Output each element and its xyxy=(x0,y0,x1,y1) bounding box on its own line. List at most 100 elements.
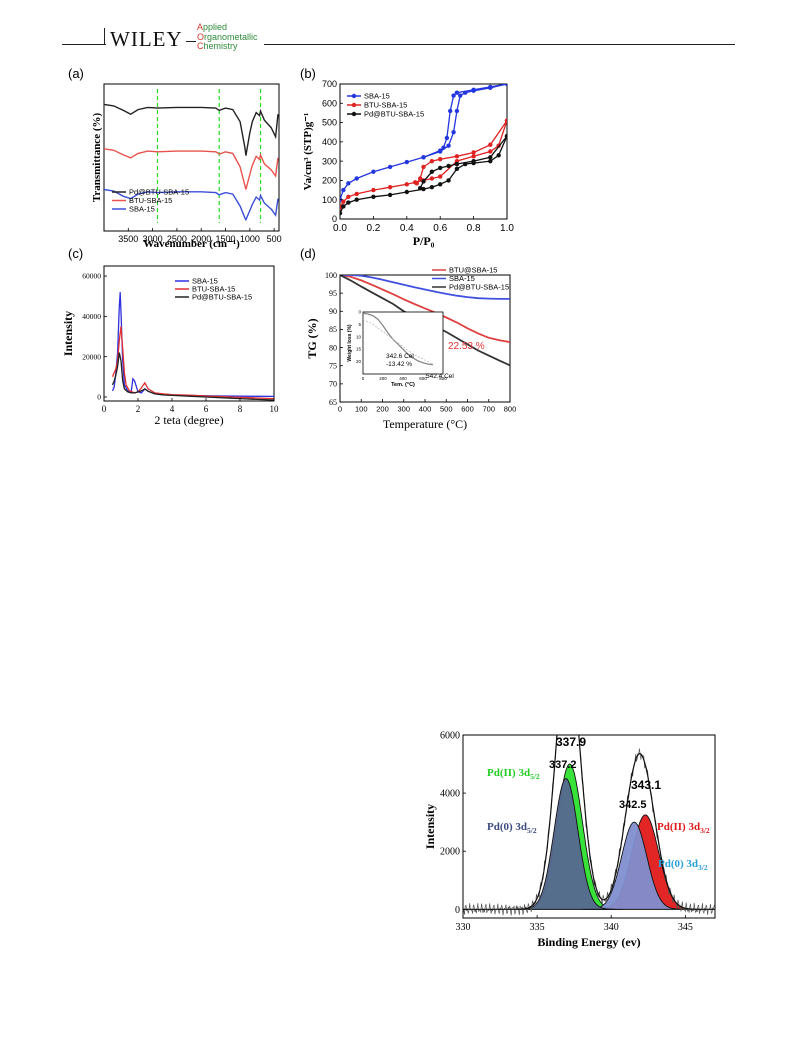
iso-xtick-label: 0.6 xyxy=(433,223,447,234)
ftir-xtick-label: 3000 xyxy=(143,234,163,244)
iso-branch-line xyxy=(423,84,507,158)
iso-point xyxy=(387,164,393,170)
ftir-xtick-label: 3500 xyxy=(118,234,138,244)
iso-ytick-label: 400 xyxy=(322,137,337,147)
xrd-ytick-label: 40000 xyxy=(82,312,101,321)
iso-point xyxy=(471,158,476,164)
iso-point xyxy=(446,163,451,169)
iso-point xyxy=(421,179,426,184)
tga-xtick-label: 500 xyxy=(440,405,453,414)
chart-xrd: 0 2 4 6 8 10 0 20000 40000 60000 2 teta (degree) In… xyxy=(61,265,280,427)
ftir-ylabel: Transmittance (%) xyxy=(91,113,103,203)
xps-peak-label: Pd(0) 3d5/2 xyxy=(487,821,537,835)
iso-point xyxy=(488,158,493,164)
iso-point xyxy=(438,174,443,179)
tga-inset-line xyxy=(362,319,434,365)
iso-point xyxy=(454,166,460,172)
iso-point xyxy=(417,176,423,181)
iso-point xyxy=(504,84,507,87)
journal-cap-2: O xyxy=(197,31,205,42)
journal-name: Applied Organometallic Chemistry xyxy=(197,22,258,52)
iso-point xyxy=(341,199,346,204)
iso-legend-marker xyxy=(351,102,357,108)
xps-peak-label: Pd(II) 3d5/2 xyxy=(487,767,540,781)
journal-rest-2: rganometallic xyxy=(204,31,258,42)
iso-point xyxy=(454,161,460,167)
chart-tga: 0 100 200 300 400 500 600 700 800657075808590951… xyxy=(305,266,516,431)
xps-peak-label-subscript: 5/2 xyxy=(527,826,537,835)
iso-series-group xyxy=(340,84,507,216)
xps-peak-value: 337.2 xyxy=(549,759,577,771)
iso-point xyxy=(454,108,460,114)
iso-point xyxy=(471,150,476,155)
xrd-series-line xyxy=(111,326,274,400)
iso-point xyxy=(504,118,507,123)
tga-ytick-label: 65 xyxy=(329,398,337,407)
tga-series-line xyxy=(340,275,510,300)
iso-legend-marker xyxy=(351,111,357,117)
iso-ytick-label: 0 xyxy=(332,214,337,224)
chart-xps: 330 335 340 345 0 2000 4000 6000 Binding Energy … xyxy=(423,731,716,949)
xrd-frame xyxy=(103,265,275,402)
iso-point xyxy=(346,200,351,205)
xps-xtick-label: 340 xyxy=(604,922,619,933)
iso-frame xyxy=(339,83,508,220)
tga-ytick-label: 80 xyxy=(329,343,337,352)
iso-point xyxy=(404,159,409,165)
xrd-xtick-label: 10 xyxy=(270,404,280,414)
chart-ftir: 3500 3000 2500 2000 1500 1000 500 Wavenumber (c… xyxy=(91,83,282,250)
tga-inset-xtick-label: 600 xyxy=(419,376,427,381)
xps-xtick-label: 330 xyxy=(456,922,471,933)
iso-point xyxy=(451,93,456,98)
chart-n2-isotherm: 0.0 0.2 0.4 0.6 0.8 1.0 0 100 200 300 400 500 600 700… xyxy=(302,79,514,248)
xps-peak-label: Pd(II) 3d3/2 xyxy=(657,821,710,835)
iso-ytick-label: 700 xyxy=(322,79,337,89)
iso-point xyxy=(421,155,426,160)
iso-point xyxy=(446,178,451,183)
tga-xtick-label: 200 xyxy=(376,405,389,414)
tga-inset-annotation: 342.6 Cel xyxy=(386,353,414,360)
iso-xtick-label: 1.0 xyxy=(500,223,514,234)
iso-ytick-label: 600 xyxy=(322,98,337,108)
iso-point xyxy=(417,185,423,191)
xrd-xtick-label: 8 xyxy=(238,404,243,414)
iso-point xyxy=(471,87,476,92)
xrd-series-line xyxy=(111,352,274,401)
xps-peak-group xyxy=(463,735,715,916)
tga-inset-ytick-label: 5 xyxy=(358,322,361,327)
iso-ytick-label: 300 xyxy=(322,156,337,166)
tga-inset-annotation: 542.4 Cel xyxy=(426,373,454,380)
xps-xtick-label: 345 xyxy=(678,922,693,933)
tga-inset-xlabel: Tem. (°C) xyxy=(391,382,415,388)
tga-inset-annotation: -13.42 % xyxy=(386,361,412,368)
header-rule-mid xyxy=(186,41,196,43)
xps-ytick-label: 2000 xyxy=(440,847,460,858)
tga-xtick-label: 800 xyxy=(504,405,517,414)
iso-point xyxy=(458,93,463,98)
iso-point xyxy=(340,211,343,216)
iso-point xyxy=(371,169,376,174)
panel-label-b: (b) xyxy=(300,66,316,81)
xrd-legend-label: SBA-15 xyxy=(192,277,218,286)
ftir-xtick-label: 1000 xyxy=(240,234,260,244)
xps-ytick-label: 0 xyxy=(455,905,460,916)
iso-xtick-label: 0.8 xyxy=(467,223,481,234)
xrd-xlabel: 2 teta (degree) xyxy=(154,413,223,427)
tga-inset-ytick-label: 15 xyxy=(356,347,362,352)
xrd-series-line xyxy=(111,292,274,398)
iso-legend-label: Pd@BTU-SBA-15 xyxy=(364,110,424,119)
ftir-legend-label: BTU-SBA-15 xyxy=(129,196,172,205)
iso-point xyxy=(438,148,443,153)
iso-point xyxy=(444,135,450,141)
tga-ytick-label: 75 xyxy=(329,362,337,371)
iso-point xyxy=(371,187,376,193)
iso-point xyxy=(404,189,409,195)
xrd-legend-label: Pd@BTU-SBA-15 xyxy=(192,293,252,302)
journal-cap-3: C xyxy=(197,41,204,51)
iso-point xyxy=(496,153,501,158)
xps-peak-label-subscript: 5/2 xyxy=(530,772,540,781)
xrd-xtick-label: 6 xyxy=(204,404,209,414)
xrd-ylabel: Intensity xyxy=(61,311,75,356)
iso-point xyxy=(346,194,351,200)
tga-legend-label: Pd@BTU-SBA-15 xyxy=(449,283,509,292)
